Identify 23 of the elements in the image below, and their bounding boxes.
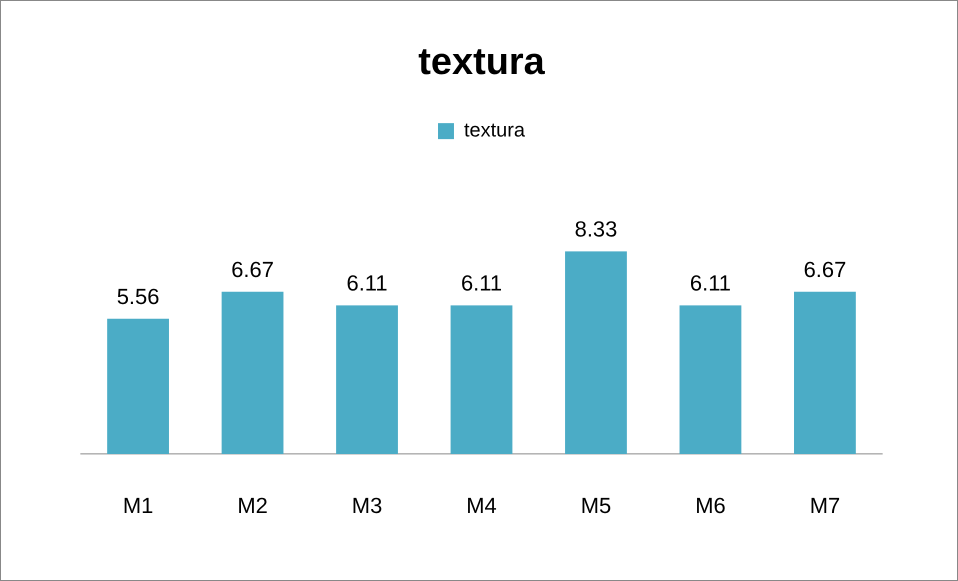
- x-tick-label: M1: [122, 493, 154, 518]
- data-label: 6.11: [460, 270, 502, 296]
- x-tick-label: M6: [695, 493, 726, 518]
- data-label: 6.67: [231, 256, 274, 282]
- bar: [107, 318, 169, 454]
- legend-label: textura: [464, 120, 526, 142]
- bar: [336, 305, 398, 454]
- data-label: 6.11: [690, 270, 731, 296]
- bar: [565, 251, 627, 454]
- x-tick-label: M4: [466, 493, 497, 518]
- bar: [222, 292, 284, 454]
- bar: [450, 305, 512, 454]
- data-label: 6.11: [346, 270, 388, 296]
- bar: [680, 305, 742, 454]
- data-label: 8.33: [574, 216, 618, 242]
- x-tick-label: M3: [352, 493, 382, 518]
- x-tick-label: M7: [810, 493, 840, 518]
- x-tick-label: M2: [237, 493, 268, 518]
- data-label: 5.56: [116, 284, 160, 309]
- data-label: 6.67: [804, 256, 846, 282]
- x-tick-label: M5: [580, 493, 612, 518]
- chart-title: textura: [418, 41, 546, 84]
- bar: [794, 292, 856, 454]
